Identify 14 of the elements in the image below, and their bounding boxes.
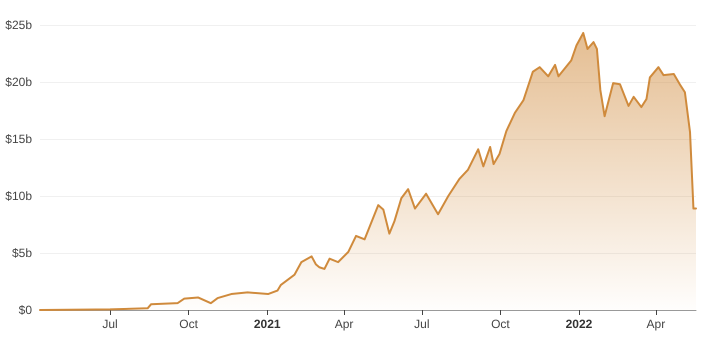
y-tick-label: $10b	[5, 189, 32, 203]
x-tick-label: Apr	[646, 317, 666, 331]
y-tick-label: $20b	[5, 75, 32, 89]
x-tick-label: 2022	[566, 317, 593, 331]
y-tick-label: $0	[18, 303, 32, 317]
x-tick-label: 2021	[254, 317, 281, 331]
x-tick-label: Jul	[414, 317, 430, 331]
y-tick-label: $25b	[5, 18, 32, 32]
x-tick-label: Oct	[179, 317, 199, 331]
y-tick-label: $5b	[12, 246, 32, 260]
x-tick-label: Apr	[334, 317, 354, 331]
x-tick-label: Jul	[102, 317, 118, 331]
x-tick-label: Oct	[491, 317, 510, 331]
y-tick-label: $15b	[5, 132, 32, 146]
